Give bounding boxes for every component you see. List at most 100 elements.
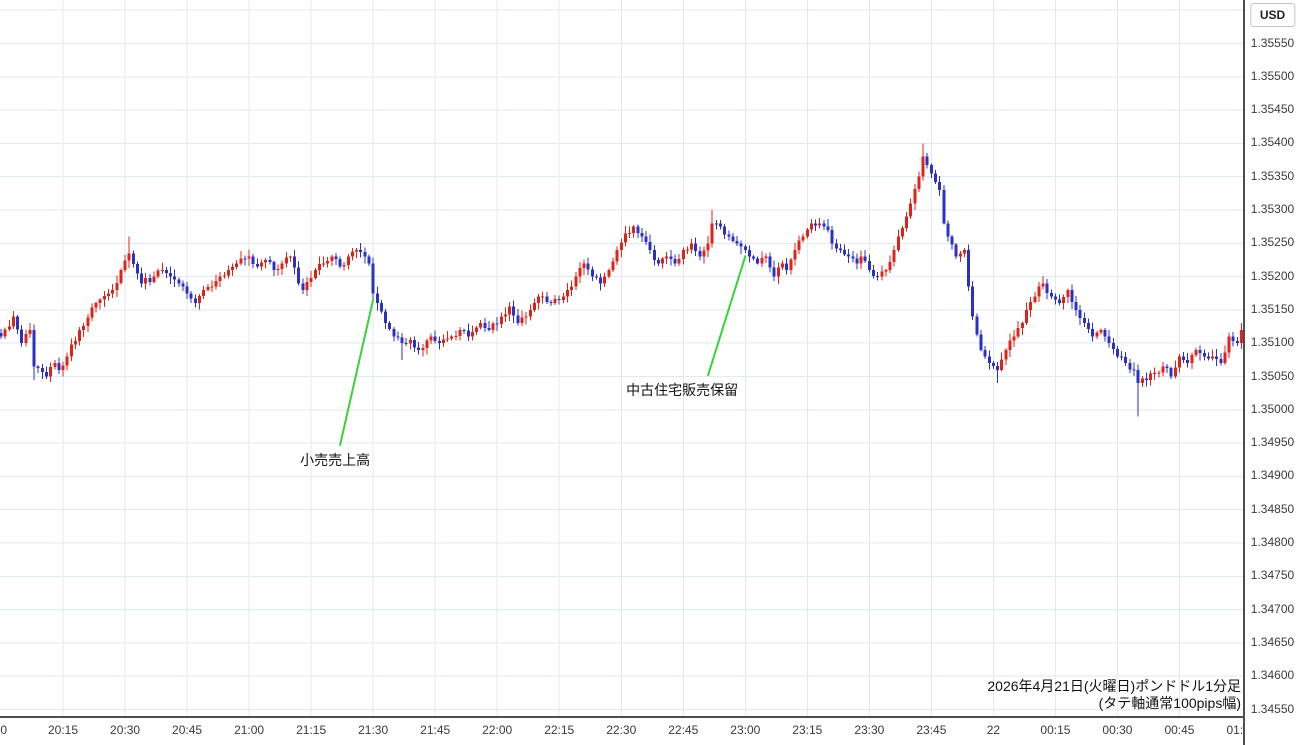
candle-down [1087, 323, 1091, 330]
candle-up [309, 278, 313, 282]
candle-down [743, 246, 747, 250]
candle-down [177, 279, 181, 284]
candle-up [61, 365, 65, 370]
time-axis: 20:00 20:15 20:30 20:45 21:00 21:15 21:30 21:45… [0, 718, 1300, 745]
candle-down [379, 303, 383, 312]
candle-down [272, 262, 276, 270]
candle-up [859, 256, 863, 264]
candle-down [752, 256, 756, 259]
candle-up [280, 263, 284, 270]
candle-up [202, 289, 206, 296]
time-tick-21:45: 21:45 [420, 723, 451, 737]
candle-up [450, 336, 454, 339]
candle-up [82, 325, 86, 330]
candle-up [1190, 354, 1194, 364]
candle-down [189, 293, 193, 299]
candlestick-plot-area[interactable]: 小売売上高 中古住宅販売保留 2026年4月21日(火曜日)ポンドドル1分足 (… [0, 0, 1243, 717]
candle-up [632, 226, 636, 234]
candle-up [801, 236, 805, 241]
candle-up [119, 269, 123, 283]
candle-up [3, 329, 7, 337]
candle-up [764, 256, 768, 259]
candle-down [557, 298, 561, 300]
candle-up [1062, 297, 1066, 304]
candle-up [896, 236, 900, 250]
time-tick-22: 22 [986, 723, 1001, 737]
event-label-pending-home-sales: 中古住宅販売保留 [626, 382, 739, 399]
candle-down [938, 182, 942, 191]
candle-up [127, 253, 131, 261]
candle-up [123, 260, 127, 270]
event-callout-line [707, 255, 747, 377]
candle-down [545, 296, 549, 303]
candle-down [851, 256, 855, 259]
candle-down [1198, 349, 1202, 353]
candle-up [520, 317, 524, 324]
candle-up [797, 240, 801, 250]
candle-down [338, 259, 342, 267]
candle-up [781, 263, 785, 268]
candle-up [582, 263, 586, 269]
candle-up [408, 339, 412, 344]
time-tick-22:00: 22:00 [482, 723, 513, 737]
candle-up [264, 259, 268, 263]
price-tick-1.35550: 1.35550 [1250, 35, 1295, 50]
candle-down [954, 244, 958, 257]
candle-up [503, 314, 507, 317]
candle-down [1107, 336, 1111, 344]
candle-down [983, 349, 987, 357]
candle-up [288, 256, 292, 258]
candle-up [900, 228, 904, 237]
candle-up [156, 270, 160, 277]
candle-down [1058, 299, 1062, 304]
event-callout-line [339, 298, 375, 447]
candle-down [838, 248, 842, 250]
candle-up [499, 316, 503, 325]
candle-up [1012, 336, 1016, 341]
candle-up [284, 257, 288, 264]
candle-down [140, 273, 144, 284]
candle-down [1165, 366, 1169, 369]
candle-down [363, 252, 367, 257]
price-tick-1.34900: 1.34900 [1250, 468, 1295, 483]
candle-down [673, 259, 677, 264]
candle-up [607, 269, 611, 277]
time-tick-23:15: 23:15 [792, 723, 823, 737]
candle-down [334, 256, 338, 260]
candle-up [1004, 349, 1008, 360]
candle-down [1120, 356, 1124, 358]
candle-down [1215, 356, 1219, 359]
candle-up [24, 333, 28, 344]
candle-up [1240, 329, 1243, 344]
candle-up [1016, 327, 1020, 337]
candle-down [1074, 301, 1078, 310]
candle-down [36, 366, 40, 369]
candle-up [537, 296, 541, 304]
candle-up [235, 263, 239, 267]
candle-down [652, 249, 656, 260]
candle-up [1153, 373, 1157, 375]
candle-down [644, 236, 648, 242]
candle-down [1115, 348, 1119, 357]
candle-up [524, 316, 528, 318]
candle-up [144, 277, 148, 284]
candle-up [1149, 373, 1153, 380]
candle-down [822, 223, 826, 227]
price-axis-panel[interactable]: USD 1.35550 1.35500 1.35450 1.35400 1.35350 1… [1243, 0, 1300, 745]
candle-down [0, 333, 3, 337]
candle-up [1066, 289, 1070, 298]
candle-down [599, 277, 603, 284]
candle-up [702, 250, 706, 257]
candle-down [483, 323, 487, 329]
candle-up [1194, 349, 1198, 355]
candle-down [185, 286, 189, 294]
candle-up [206, 286, 210, 290]
candle-up [1020, 323, 1024, 328]
candle-down [1186, 359, 1190, 364]
candle-up [69, 344, 73, 357]
price-tick-1.34950: 1.34950 [1250, 435, 1295, 450]
candle-up [603, 276, 607, 284]
time-tick-21:30: 21:30 [358, 723, 389, 737]
candle-down [359, 249, 363, 253]
candle-up [214, 281, 218, 287]
